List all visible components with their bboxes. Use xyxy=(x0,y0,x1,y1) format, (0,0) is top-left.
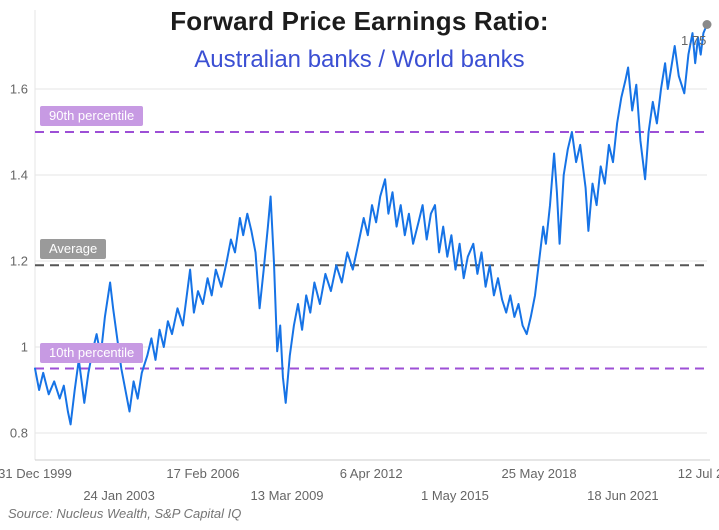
y-axis-tick-label: 1 xyxy=(21,340,28,355)
last-value-label: 1.75 xyxy=(681,32,707,48)
average-label: Average xyxy=(40,239,107,260)
x-axis-tick-label: 25 May 2018 xyxy=(501,466,576,481)
series-line[interactable] xyxy=(34,23,708,426)
p90-percentile-label: 90th percentile xyxy=(40,106,144,126)
x-axis-tick-label: 12 Jul 2… xyxy=(678,466,719,481)
chart-title: Forward Price Earnings Ratio: xyxy=(170,6,549,36)
chart-subtitle: Australian banks / World banks xyxy=(194,46,525,73)
y-axis-tick-label: 0.8 xyxy=(10,426,28,441)
source-note: Source: Nucleus Wealth, S&P Capital IQ xyxy=(8,506,242,521)
y-axis-tick-label: 1.4 xyxy=(10,168,28,183)
x-axis-tick-label: 17 Feb 2006 xyxy=(166,466,239,481)
x-axis-tick-label: 6 Apr 2012 xyxy=(340,466,403,481)
x-axis-tick-label: 31 Dec 1999 xyxy=(0,466,72,481)
x-axis-tick-label: 18 Jun 2021 xyxy=(587,488,659,503)
y-axis-tick-label: 1.2 xyxy=(10,254,28,269)
y-axis-tick-label: 1.6 xyxy=(10,82,28,97)
x-axis-tick-label: 1 May 2015 xyxy=(421,488,489,503)
x-axis-tick-label: 24 Jan 2003 xyxy=(83,488,155,503)
p10-percentile-label: 10th percentile xyxy=(40,342,144,363)
x-axis-tick-label: 13 Mar 2009 xyxy=(251,488,324,503)
last-point-marker xyxy=(702,20,712,29)
